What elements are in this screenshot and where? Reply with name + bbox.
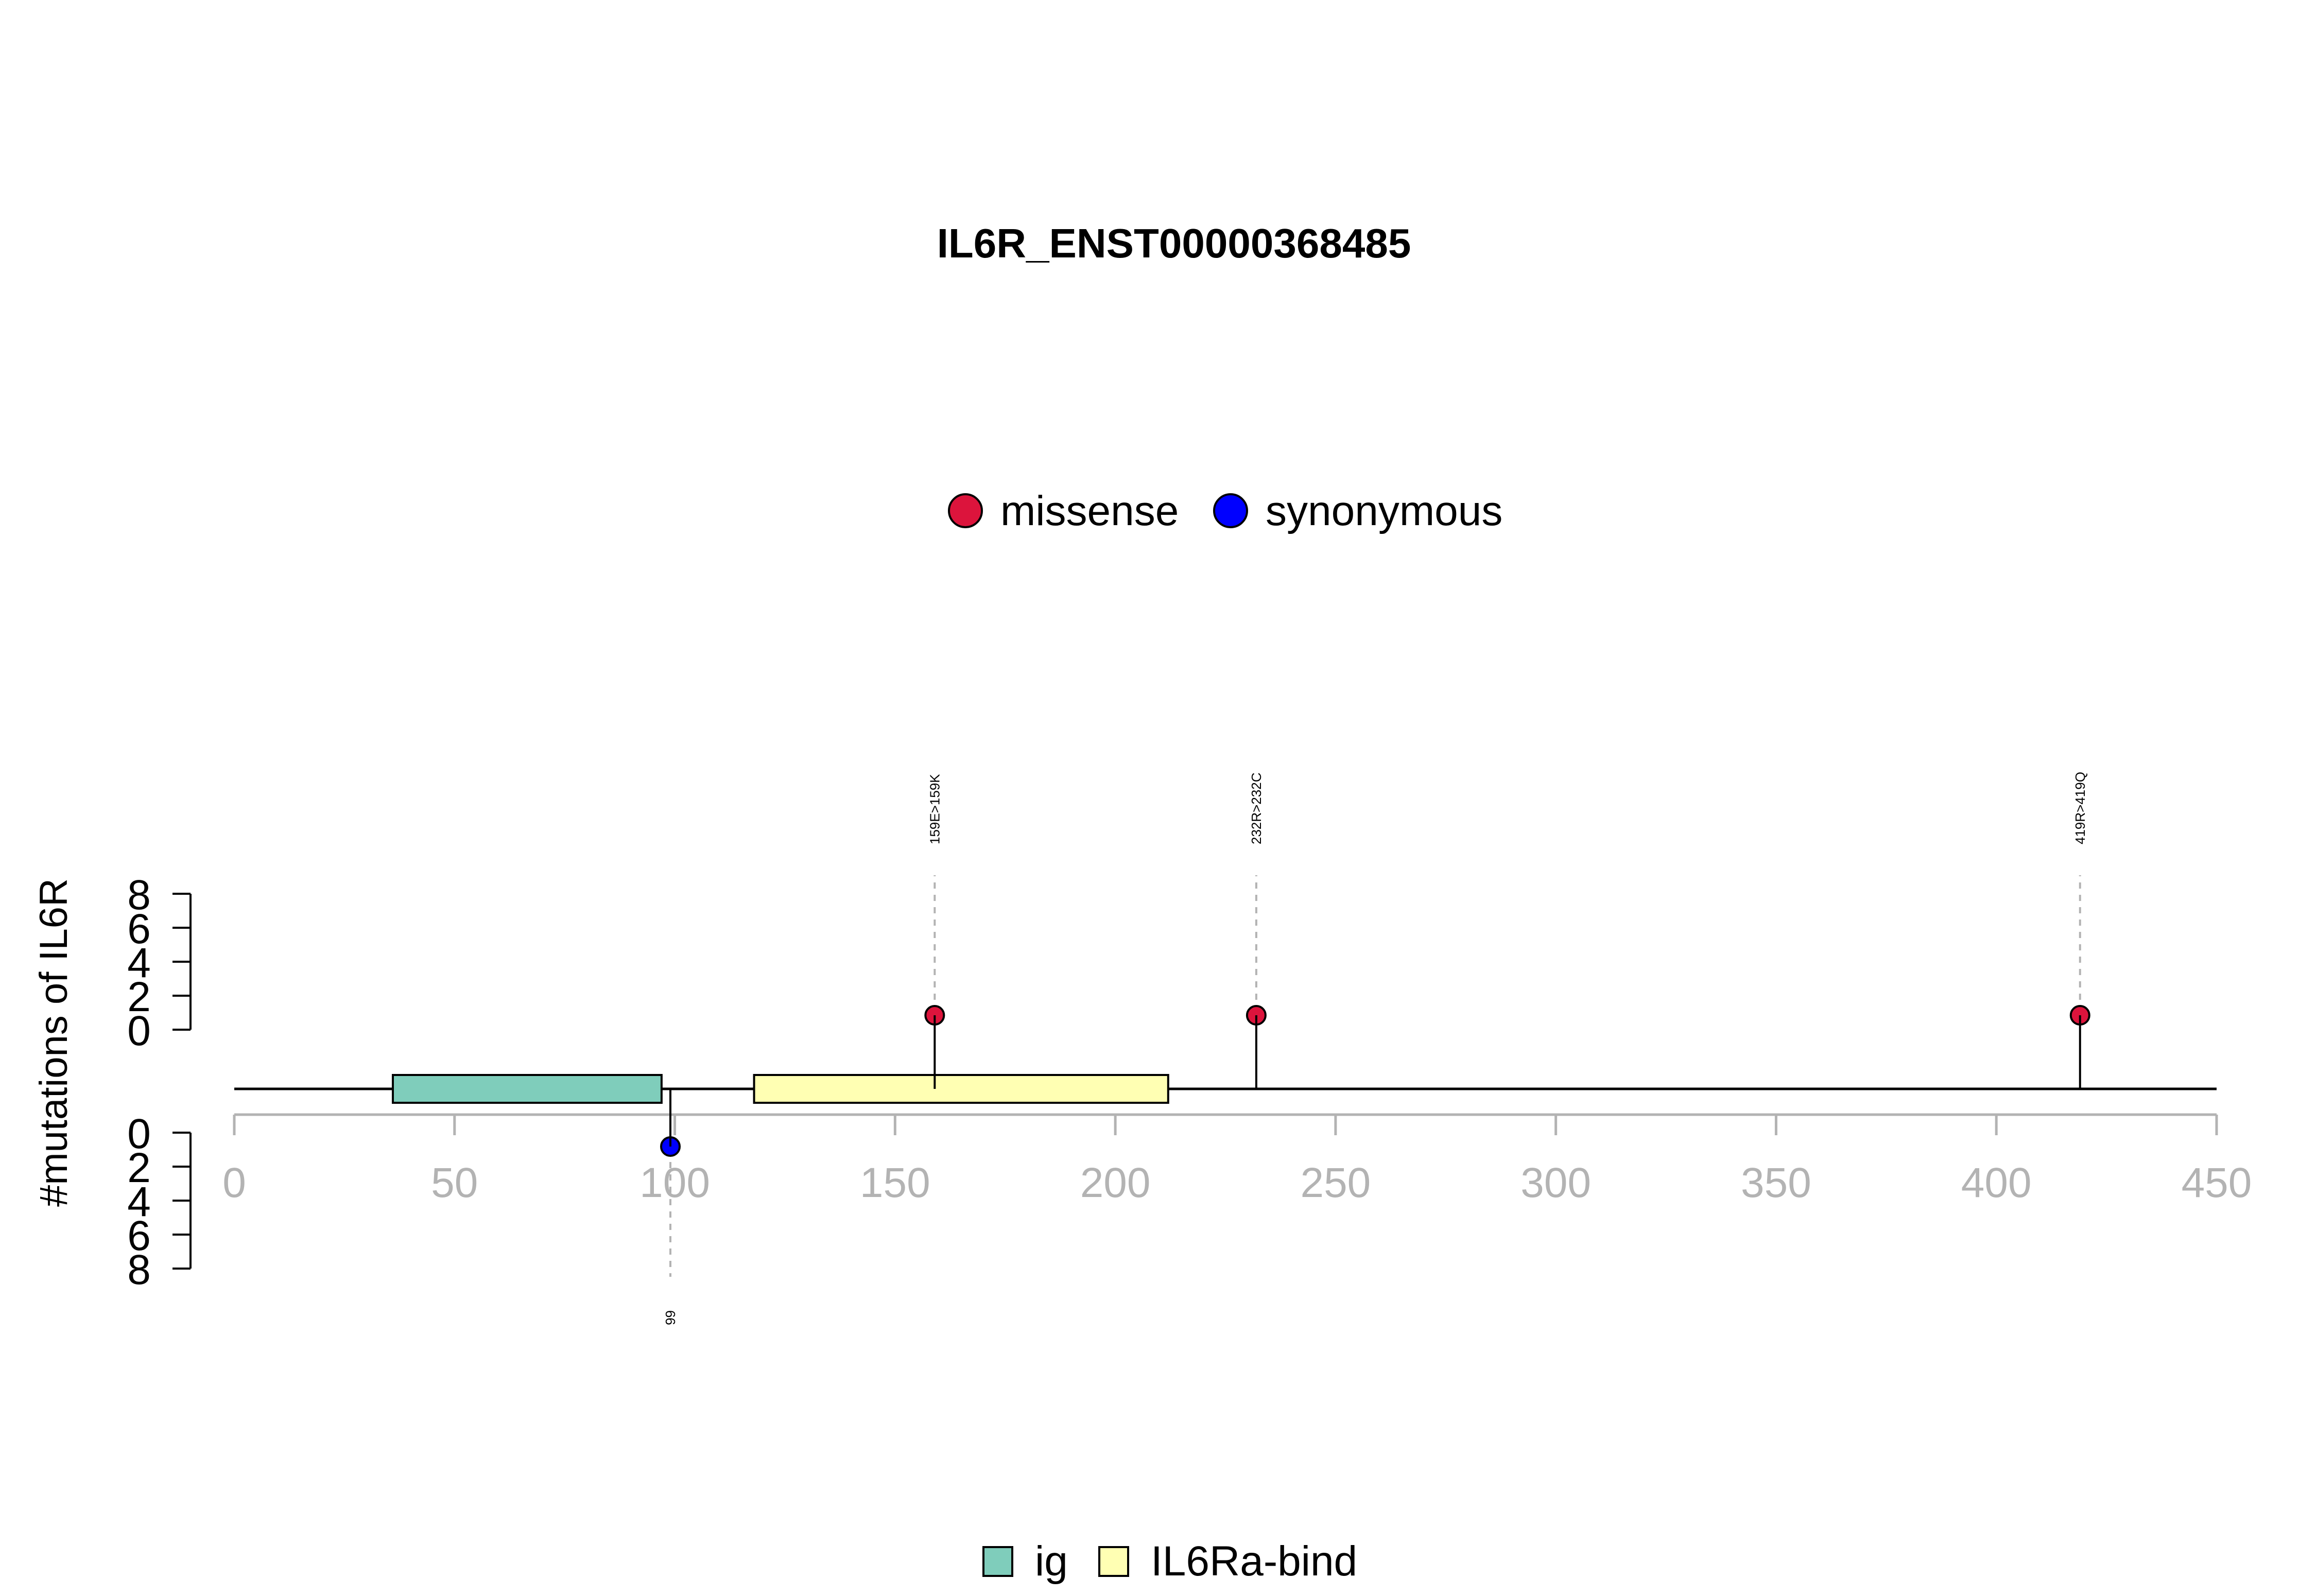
x-tick-label: 100 [639,1159,710,1206]
domain-legend-label-ig: ig [1035,1538,1068,1585]
x-tick-label: 50 [431,1159,478,1206]
upper-y-tick-label: 4 [127,940,151,986]
x-tick-label: 450 [2182,1159,2252,1206]
lower-y-tick-label: 6 [127,1212,151,1259]
x-axis: 0 50 100 150 200 250 300 350 400 450 [222,1113,2252,1206]
x-tick-label: 200 [1080,1159,1151,1206]
x-tick-label: 0 [222,1159,246,1206]
legend-label-missense: missense [1000,488,1179,534]
domain-legend: ig IL6Ra-bind [982,1538,1357,1585]
y-axis-label: #mutations of IL6R [32,878,76,1207]
lower-y-tick-label: 2 [127,1144,151,1191]
x-tick-label: 250 [1300,1159,1371,1206]
domain-ig [392,1074,663,1104]
lower-y-tick-label: 4 [127,1178,151,1225]
mutation-label: 232R>232C [1249,773,1264,845]
upper-y-tick-label: 2 [127,974,151,1020]
x-tick-label: 300 [1520,1159,1591,1206]
x-tick-label: 150 [860,1159,930,1206]
upper-y-tick-label: 8 [127,872,151,918]
domain-legend-swatch-IL6Ra-bind [1098,1546,1129,1577]
mutation-label: 159E>159K [927,774,942,844]
chart-title: IL6R_ENST00000368485 [937,220,1411,266]
x-tick-label: 400 [1961,1159,2032,1206]
legend-marker-missense [948,493,983,528]
mutation-label: 419R>419Q [2072,772,2088,844]
upper-y-tick-label: 0 [127,1008,151,1054]
upper-y-tick-label: 6 [127,906,151,952]
mutation-legend: missense synonymous [948,488,1502,534]
mutations: 99 159E>159K 232R>232C 419R>419Q [660,772,2090,1325]
x-tick-label: 350 [1741,1159,1811,1206]
mutation-label: 99 [663,1310,678,1325]
lower-y-tick-label: 0 [127,1111,151,1157]
domain-IL6Ra-bind [753,1074,1169,1104]
domains [392,1074,1169,1104]
legend-label-synonymous: synonymous [1266,488,1502,534]
legend-marker-synonymous [1213,493,1248,528]
domain-legend-label-IL6Ra-bind: IL6Ra-bind [1151,1538,1357,1585]
lower-y-tick-label: 8 [127,1246,151,1293]
domain-legend-swatch-ig [982,1546,1013,1577]
